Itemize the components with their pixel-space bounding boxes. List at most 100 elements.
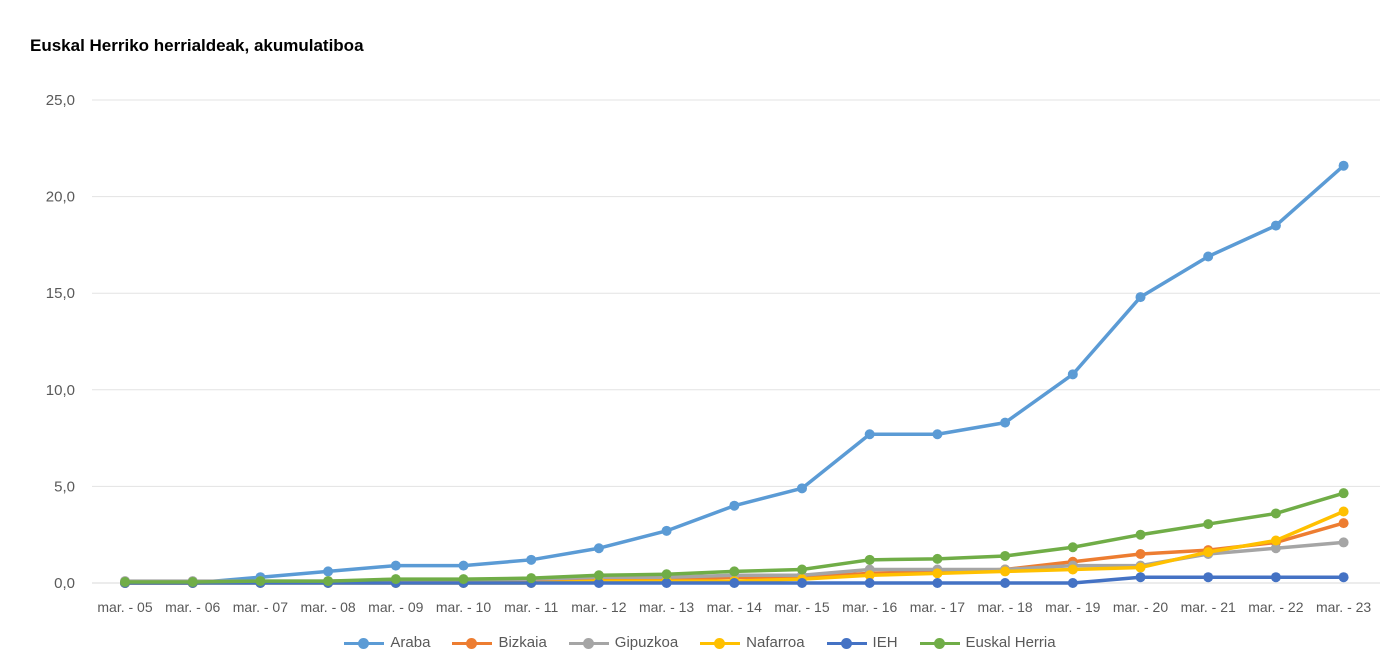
data-point [390, 560, 401, 571]
series-araba [120, 160, 1349, 588]
data-point [526, 573, 537, 584]
data-point [797, 564, 807, 575]
gridlines [92, 99, 1380, 584]
data-point [1067, 578, 1078, 588]
data-point [729, 566, 740, 577]
data-point [661, 578, 672, 588]
x-axis-labels: mar. - 05 mar. - 06 mar. - 07 mar. - 08 mar.… [97, 599, 1371, 615]
data-point [1135, 529, 1146, 540]
series-lines [120, 160, 1349, 588]
data-point [1270, 535, 1281, 546]
x-tick-label: mar. - 14 [707, 599, 762, 615]
data-point [797, 483, 807, 494]
data-point [729, 578, 740, 588]
legend-item: Gipuzkoa [568, 634, 679, 651]
legend-item: Araba [344, 634, 430, 651]
y-tick-label: 0,0 [54, 575, 75, 592]
data-point [661, 569, 672, 580]
data-point [932, 429, 943, 440]
data-point [1338, 537, 1349, 548]
data-point [323, 576, 334, 587]
legend-label: Bizkaia [498, 634, 547, 651]
data-point [1000, 417, 1011, 428]
data-point [932, 578, 943, 588]
data-point [864, 554, 875, 565]
legend-swatch [568, 637, 609, 649]
x-tick-label: mar. - 13 [639, 599, 694, 615]
data-point [1270, 572, 1281, 583]
legend-label: IEH [872, 634, 898, 651]
x-tick-label: mar. - 17 [910, 599, 965, 615]
data-point [1270, 508, 1281, 519]
legend-item: Nafarroa [700, 634, 805, 651]
data-point [1067, 564, 1078, 575]
x-tick-label: mar. - 10 [436, 599, 491, 615]
x-tick-label: mar. - 07 [233, 599, 288, 615]
legend-swatch [344, 637, 385, 649]
series-euskal-herria [120, 488, 1349, 588]
data-point [864, 578, 875, 588]
x-tick-label: mar. - 11 [504, 599, 558, 615]
data-point [120, 577, 130, 588]
data-point [593, 543, 604, 554]
x-tick-label: mar. - 09 [368, 599, 423, 615]
legend-swatch [452, 637, 493, 649]
data-point [1135, 549, 1146, 560]
x-tick-label: mar. - 16 [842, 599, 897, 615]
legend-item: IEH [826, 634, 898, 651]
data-point [1135, 292, 1146, 303]
legend-item: Euskal Herria [919, 634, 1056, 651]
legend-swatch [919, 637, 960, 649]
y-tick-label: 10,0 [46, 382, 75, 399]
x-tick-label: mar. - 23 [1316, 599, 1371, 615]
data-point [1203, 251, 1214, 262]
data-point [1270, 220, 1281, 231]
legend-label: Gipuzkoa [614, 634, 679, 651]
data-point [932, 553, 943, 564]
data-point [864, 429, 875, 440]
data-point [1135, 562, 1146, 573]
data-point [661, 525, 672, 536]
data-point [593, 570, 604, 581]
data-point [1338, 518, 1349, 529]
data-point [1067, 542, 1078, 553]
x-tick-label: mar. - 20 [1113, 599, 1168, 615]
legend-item: Bizkaia [452, 634, 547, 651]
y-tick-label: 5,0 [54, 478, 75, 495]
legend-label: Nafarroa [746, 634, 805, 651]
data-point [1203, 547, 1214, 558]
x-tick-label: mar. - 21 [1181, 599, 1236, 615]
x-tick-label: mar. - 08 [300, 599, 355, 615]
data-point [1338, 160, 1349, 171]
data-point [1338, 488, 1349, 499]
data-point [255, 576, 266, 587]
data-point [1203, 572, 1214, 583]
line-chart: 0,05,010,015,020,025,0 mar. - 05 mar. - 0… [46, 92, 1380, 615]
chart-title: Euskal Herriko herrialdeak, akumulatiboa [30, 36, 364, 55]
data-point [458, 560, 469, 571]
data-point [1000, 578, 1011, 588]
legend: Araba Bizkaia Gipuzkoa Nafarroa IEH Euskal He… [0, 634, 1400, 651]
data-point [729, 500, 740, 511]
legend-swatch [700, 637, 741, 649]
data-point [932, 568, 943, 579]
data-point [864, 570, 875, 581]
data-point [1203, 519, 1214, 530]
data-point [1000, 566, 1011, 577]
x-tick-label: mar. - 12 [571, 599, 626, 615]
data-point [593, 578, 604, 588]
y-tick-label: 20,0 [46, 189, 75, 206]
data-point [1000, 550, 1011, 561]
data-point [526, 554, 537, 565]
x-tick-label: mar. - 18 [977, 599, 1032, 615]
data-point [1067, 369, 1078, 380]
y-tick-label: 15,0 [46, 285, 75, 302]
data-point [458, 574, 469, 585]
data-point [1270, 543, 1281, 554]
x-tick-label: mar. - 15 [774, 599, 829, 615]
y-tick-label: 25,0 [46, 92, 75, 109]
data-point [187, 577, 198, 588]
legend-swatch [826, 637, 867, 649]
x-tick-label: mar. - 06 [165, 599, 220, 615]
data-point [1338, 572, 1349, 583]
